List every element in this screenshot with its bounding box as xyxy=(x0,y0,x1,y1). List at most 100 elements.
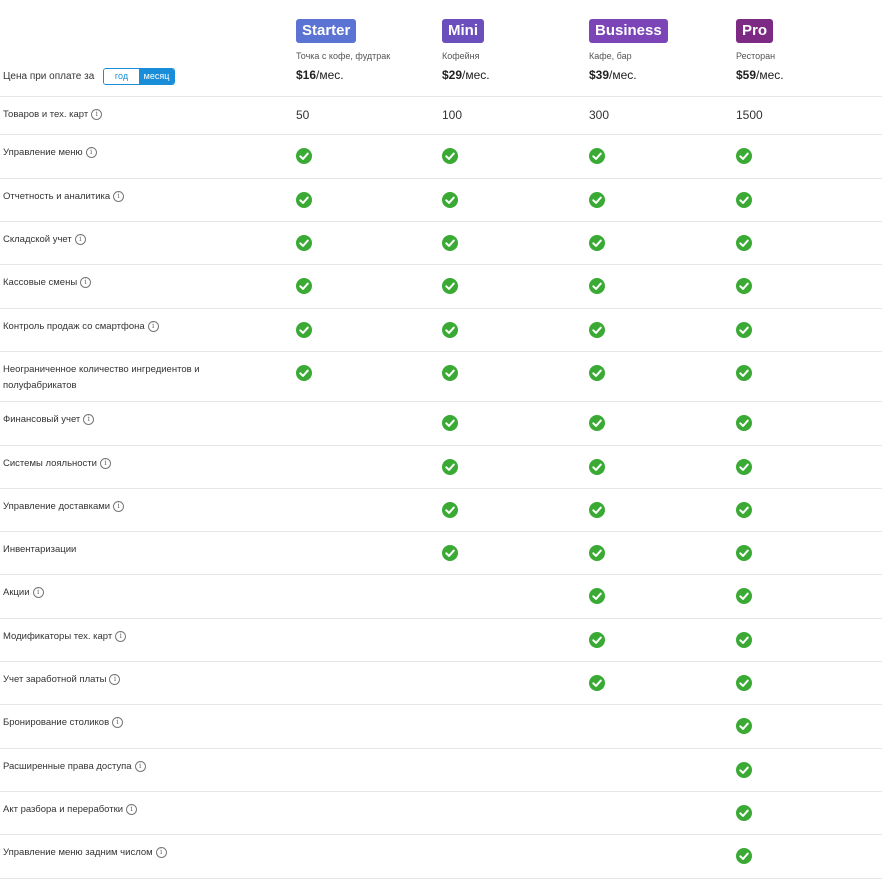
feature-label: Товаров и тех. карт i xyxy=(3,107,253,123)
check-icon-business xyxy=(589,192,605,208)
toggle-month[interactable]: месяц xyxy=(139,69,174,84)
info-icon[interactable]: i xyxy=(147,321,159,332)
feature-label: Системы лояльности i xyxy=(3,456,253,472)
plan-subtitle: Кофейня xyxy=(442,51,480,61)
check-icon-business xyxy=(589,675,605,691)
feature-label: Инвентаризации xyxy=(3,544,77,555)
pricing-header: Цена при оплате за год месяц Starter Точ… xyxy=(0,0,882,97)
table-row: Инвентаризации xyxy=(0,532,882,575)
table-row: Финансовый учет i xyxy=(0,402,882,446)
info-icon[interactable]: i xyxy=(155,847,167,858)
billing-period-toggle[interactable]: год месяц xyxy=(103,68,175,85)
info-icon[interactable]: i xyxy=(113,501,125,512)
info-icon[interactable]: i xyxy=(85,147,97,158)
check-icon-pro xyxy=(736,192,752,208)
toggle-year[interactable]: год xyxy=(104,69,139,84)
check-icon-business xyxy=(589,322,605,338)
check-icon-business xyxy=(589,365,605,381)
check-icon-pro xyxy=(736,588,752,604)
check-icon-mini xyxy=(442,502,458,518)
feature-label: Управление меню i xyxy=(3,145,253,161)
plan-subtitle: Ресторан xyxy=(736,51,776,61)
feature-label: Акции i xyxy=(3,585,253,601)
check-icon-starter xyxy=(296,278,312,294)
table-row: Акции i xyxy=(0,575,882,619)
goods-value-pro: 1500 xyxy=(736,108,763,122)
feature-label: Акт разбора и переработки i xyxy=(3,802,253,818)
check-icon-pro xyxy=(736,322,752,338)
check-icon-pro xyxy=(736,718,752,734)
check-icon-starter xyxy=(296,148,312,164)
feature-label: Бронирование столиков i xyxy=(3,715,253,731)
table-row: Неограниченное количество ингредиентов и… xyxy=(0,352,882,402)
check-icon-business xyxy=(589,459,605,475)
check-icon-starter xyxy=(296,235,312,251)
check-icon-business xyxy=(589,588,605,604)
check-icon-business xyxy=(589,148,605,164)
plan-starter: Starter Точка с кофе, фудтрак $16/мес. xyxy=(296,19,436,82)
info-icon[interactable]: i xyxy=(99,458,111,469)
goods-value-mini: 100 xyxy=(442,108,463,122)
check-icon-business xyxy=(589,632,605,648)
check-icon-starter xyxy=(296,192,312,208)
check-icon-business xyxy=(589,415,605,431)
info-icon[interactable]: i xyxy=(83,414,95,425)
check-icon-pro xyxy=(736,762,752,778)
goods-value-business: 300 xyxy=(589,108,610,122)
plan-business: Business Кафе, бар $39/мес. xyxy=(589,19,729,82)
check-icon-pro xyxy=(736,148,752,164)
plan-price: $39/мес. xyxy=(589,68,637,82)
check-icon-pro xyxy=(736,278,752,294)
plan-price: $16/мес. xyxy=(296,68,344,82)
info-icon[interactable]: i xyxy=(32,587,44,598)
check-icon-mini xyxy=(442,322,458,338)
plan-badge-starter: Starter xyxy=(296,19,357,43)
table-row: Бронирование столиков i xyxy=(0,705,882,749)
goods-value-starter: 50 xyxy=(296,108,310,122)
check-icon-mini xyxy=(442,365,458,381)
table-row: Управление доставками i xyxy=(0,489,882,532)
check-icon-mini xyxy=(442,545,458,561)
info-icon[interactable]: i xyxy=(113,191,125,202)
table-row: Контроль продаж со смартфона i xyxy=(0,309,882,352)
plan-price: $59/мес. xyxy=(736,68,784,82)
check-icon-mini xyxy=(442,415,458,431)
info-icon[interactable]: i xyxy=(115,631,127,642)
info-icon[interactable]: i xyxy=(80,277,92,288)
check-icon-pro xyxy=(736,459,752,475)
info-icon[interactable]: i xyxy=(126,804,138,815)
info-icon[interactable]: i xyxy=(134,761,146,772)
plan-mini: Mini Кофейня $29/мес. xyxy=(442,19,582,82)
check-icon-business xyxy=(589,235,605,251)
plan-price: $29/мес. xyxy=(442,68,490,82)
table-row: Управление меню задним числом i xyxy=(0,835,882,879)
table-row-goods: Товаров и тех. карт i 50 100 300 1500 xyxy=(0,97,882,135)
plan-badge-mini: Mini xyxy=(442,19,484,43)
plan-badge-business: Business xyxy=(589,19,668,43)
info-icon[interactable]: i xyxy=(112,717,124,728)
info-icon[interactable]: i xyxy=(109,674,121,685)
info-icon[interactable]: i xyxy=(74,234,86,245)
check-icon-pro xyxy=(736,365,752,381)
check-icon-business xyxy=(589,545,605,561)
feature-label: Финансовый учет i xyxy=(3,412,253,428)
plan-badge-pro: Pro xyxy=(736,19,774,43)
table-row: Отчетность и аналитика i xyxy=(0,179,882,222)
check-icon-pro xyxy=(736,675,752,691)
plan-pro: Pro Ресторан $59/мес. xyxy=(736,19,876,82)
table-row: Расширенные права доступа i xyxy=(0,749,882,792)
feature-label: Контроль продаж со смартфона i xyxy=(3,319,253,335)
plan-subtitle: Кафе, бар xyxy=(589,51,632,61)
check-icon-mini xyxy=(442,235,458,251)
check-icon-pro xyxy=(736,848,752,864)
table-row: Модификаторы тех. карт i xyxy=(0,619,882,662)
check-icon-starter xyxy=(296,365,312,381)
feature-label: Модификаторы тех. карт i xyxy=(3,629,253,645)
check-icon-pro xyxy=(736,805,752,821)
table-row: Кассовые смены i xyxy=(0,265,882,309)
check-icon-pro xyxy=(736,415,752,431)
feature-label: Отчетность и аналитика i xyxy=(3,189,253,205)
check-icon-pro xyxy=(736,502,752,518)
info-icon[interactable]: i xyxy=(91,109,103,120)
check-icon-mini xyxy=(442,459,458,475)
